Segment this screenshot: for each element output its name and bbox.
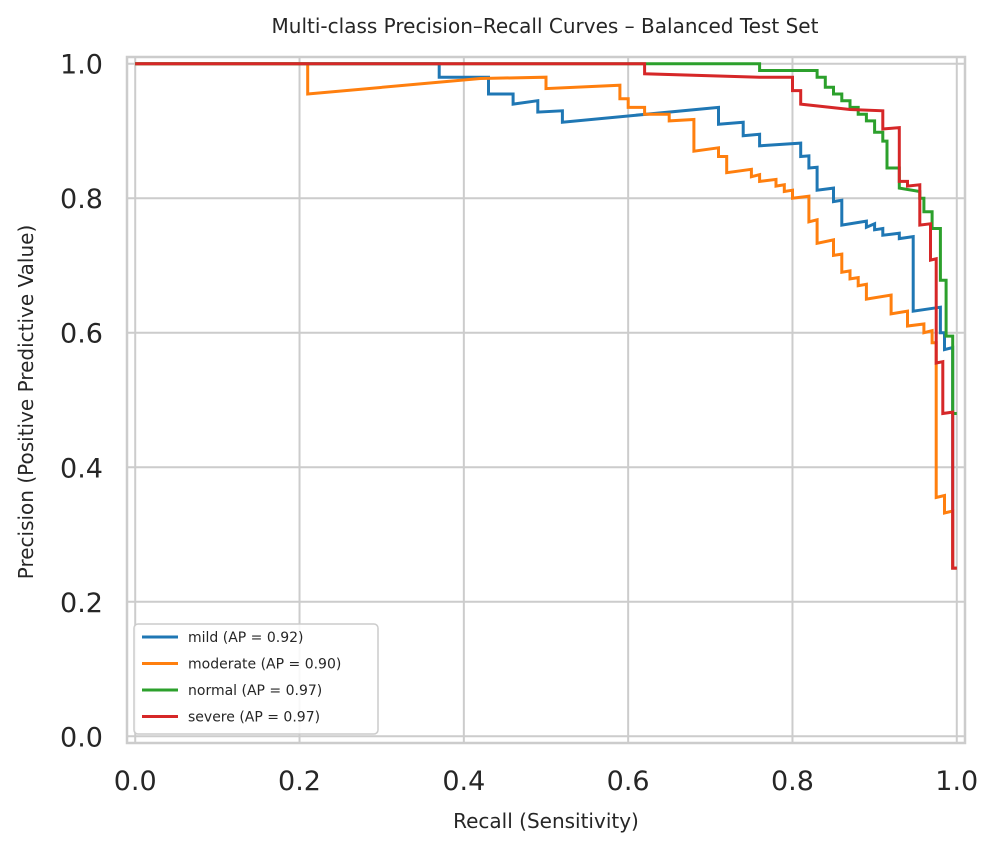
series-line-2	[135, 62, 957, 415]
x-tick-label: 0.0	[114, 766, 157, 797]
x-tick-label: 0.6	[607, 766, 650, 797]
y-tick-label: 0.4	[60, 453, 103, 484]
x-tick-labels: 0.0 0.2 0.4 0.6 0.8 1.0	[114, 766, 979, 797]
plot-frame	[125, 55, 967, 745]
y-tick-labels: 0.0 0.2 0.4 0.6 0.8 1.0	[60, 50, 103, 754]
y-tick-label: 0.2	[60, 588, 103, 619]
legend-label: severe (AP = 0.97)	[188, 710, 320, 726]
legend-label: normal (AP = 0.97)	[188, 683, 322, 699]
x-axis-label: Recall (Sensitivity)	[453, 809, 639, 833]
legend-label: mild (AP = 0.92)	[188, 630, 304, 646]
chart-title: Multi-class Precision–Recall Curves – Ba…	[272, 14, 819, 38]
x-tick-label: 0.2	[278, 766, 321, 797]
y-tick-label: 0.0	[60, 722, 103, 753]
y-tick-label: 1.0	[60, 50, 103, 81]
x-tick-label: 1.0	[935, 766, 978, 797]
series-line-3	[135, 62, 957, 570]
y-tick-label: 0.6	[60, 319, 103, 350]
y-axis-label: Precision (Positive Predictive Value)	[14, 225, 38, 580]
y-tick-label: 0.8	[60, 184, 103, 215]
x-tick-label: 0.8	[771, 766, 814, 797]
legend-label: moderate (AP = 0.90)	[188, 657, 341, 673]
plot-series	[135, 62, 957, 570]
x-tick-label: 0.4	[442, 766, 485, 797]
series-line-1	[135, 62, 957, 570]
legend-box	[133, 623, 379, 735]
series-line-0	[135, 62, 957, 570]
legend: mild (AP = 0.92) moderate (AP = 0.90) norm…	[133, 623, 379, 735]
